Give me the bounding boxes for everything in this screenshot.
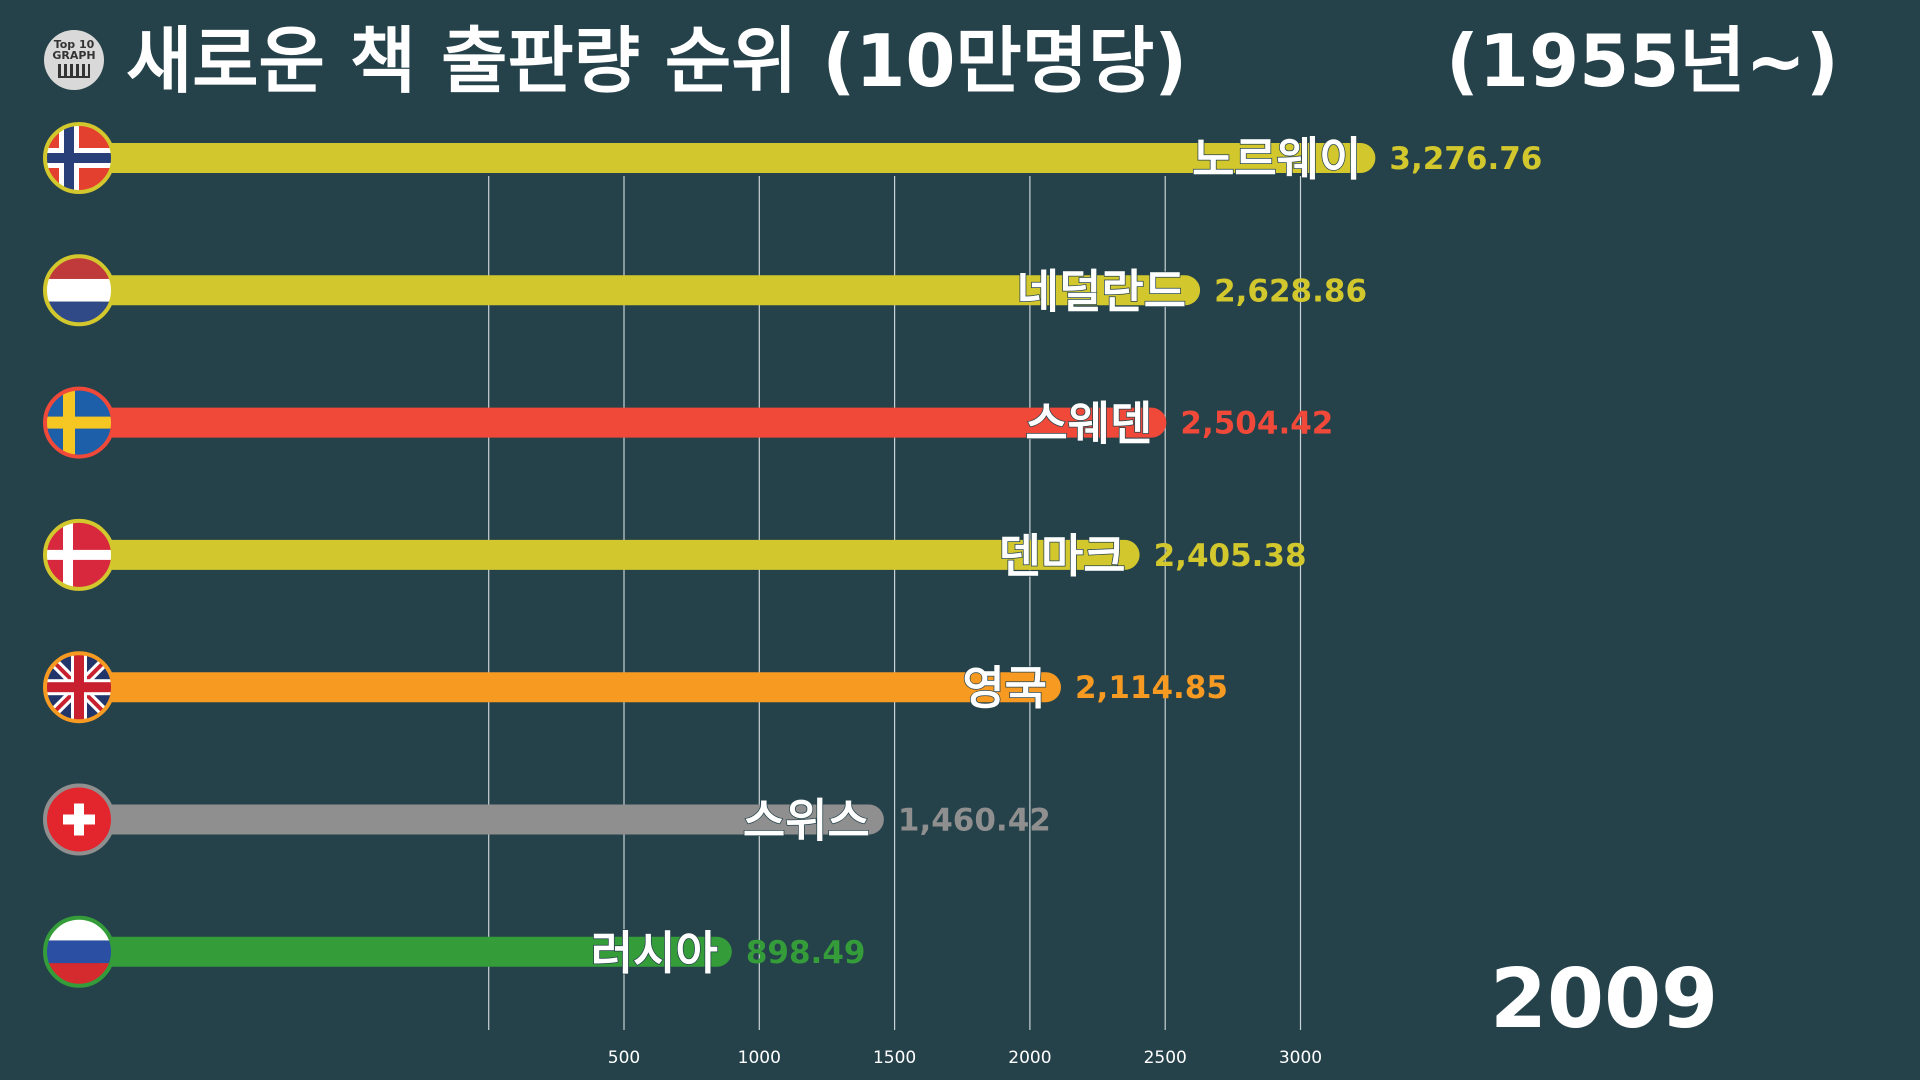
category-label: 스위스 [743, 794, 870, 848]
x-tick-label: 2000 [1008, 1048, 1051, 1068]
top10-graph-logo: Top 10 GRAPH [44, 30, 104, 90]
data-label: 2,114.85 [1075, 670, 1228, 706]
flag-ring [43, 122, 115, 194]
data-label: 2,628.86 [1214, 273, 1367, 309]
bar [96, 275, 1201, 306]
flag-ring [43, 518, 115, 591]
flag-ring [43, 783, 115, 856]
flag-cross [45, 416, 113, 429]
data-label: 898.49 [746, 935, 866, 971]
x-tick-label: 500 [608, 1048, 640, 1068]
data-label: 3,276.76 [1389, 141, 1542, 177]
flag-stripe [45, 278, 113, 302]
data-label: 2,504.42 [1180, 406, 1333, 442]
flag-cross [74, 653, 84, 722]
flag-cross [63, 520, 73, 589]
logo-text: Top 10 GRAPH [52, 38, 96, 62]
chart-title: 새로운 책 출판량 순위 (10만명당) [126, 19, 1188, 103]
bar-graph-icon [58, 64, 90, 78]
flag-cross [64, 124, 74, 192]
x-tick-label: 3000 [1279, 1048, 1322, 1068]
bar [96, 407, 1167, 438]
flag-ring [43, 651, 115, 724]
flag-cross [45, 549, 113, 560]
flag-ring [43, 915, 115, 988]
bar [96, 672, 1061, 703]
flag-cross [45, 153, 113, 163]
flag-ring [43, 254, 115, 327]
bar [96, 936, 732, 967]
data-label: 2,405.38 [1154, 538, 1307, 574]
category-label: 덴마크 [999, 529, 1126, 583]
bar [96, 143, 1376, 173]
year-range-label: (1955년~) [1446, 19, 1839, 103]
category-label: 영국 [962, 661, 1047, 715]
bar [96, 539, 1140, 570]
category-label: 러시아 [591, 926, 718, 980]
x-tick-label: 1500 [873, 1048, 916, 1068]
data-label: 1,460.42 [898, 803, 1051, 839]
category-label: 네덜란드 [1017, 264, 1186, 318]
flag-stripe [45, 940, 113, 964]
bar [96, 804, 884, 835]
category-label: 스웨덴 [1025, 397, 1152, 451]
category-label: 노르웨이 [1192, 132, 1361, 186]
current-year-label: 2009 [1490, 952, 1719, 1047]
flag-cross [74, 803, 84, 836]
x-tick-label: 2500 [1144, 1048, 1187, 1068]
flag-cross [63, 388, 75, 457]
x-tick-label: 1000 [738, 1048, 781, 1068]
flag-ring [43, 386, 115, 459]
